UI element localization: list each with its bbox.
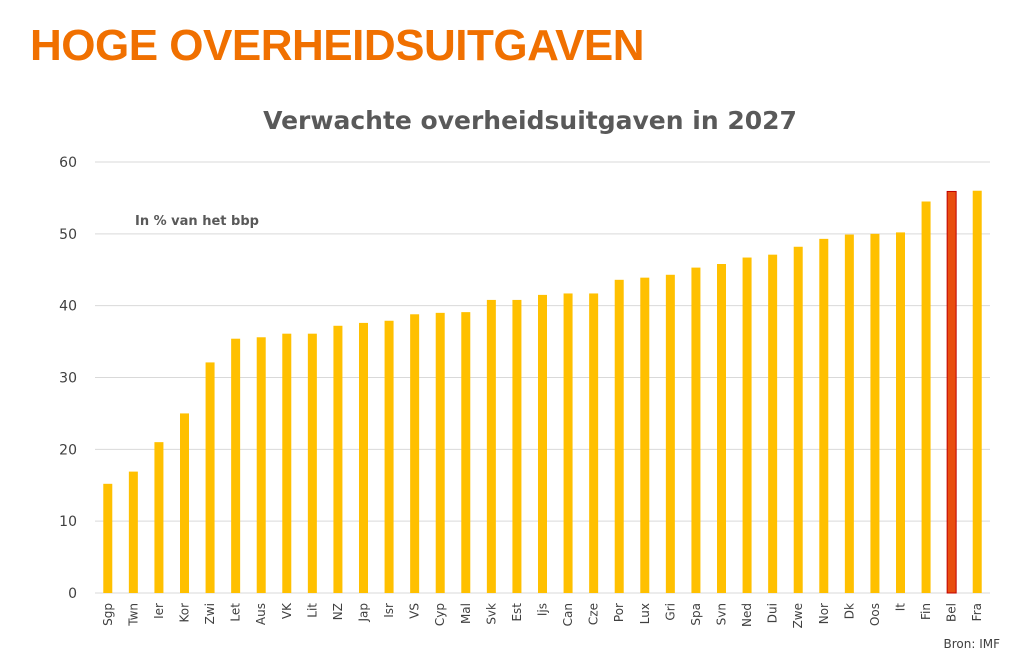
x-tick-label: Svk xyxy=(484,603,498,625)
unit-note: In % van het bbp xyxy=(135,214,259,229)
bars xyxy=(103,190,982,594)
x-tick-label: Ned xyxy=(740,603,754,627)
bar-ier xyxy=(154,442,164,593)
x-tick-label: Cyp xyxy=(433,603,447,626)
bar-cze xyxy=(589,293,599,593)
x-tick-label: VK xyxy=(280,602,294,619)
y-tick-label: 30 xyxy=(59,371,77,387)
bar-est xyxy=(512,299,522,593)
y-tick-label: 60 xyxy=(59,155,77,171)
bar-jap xyxy=(359,322,368,593)
x-tick-label: Jap xyxy=(357,603,371,623)
x-tick-label: Ier xyxy=(152,603,166,619)
bar-gri xyxy=(665,274,675,593)
x-tick-label: Zwe xyxy=(791,603,805,628)
chart-title: Verwachte overheidsuitgaven in 2027 xyxy=(263,106,797,135)
bar-spa xyxy=(691,267,701,593)
slide-title: HOGE OVERHEIDSUITGAVEN xyxy=(30,21,645,70)
bar-dui xyxy=(768,254,778,594)
bar-twn xyxy=(128,471,138,593)
bar-aus xyxy=(256,337,266,593)
x-tick-label: Mal xyxy=(459,603,473,624)
x-tick-label: Zwi xyxy=(203,603,217,624)
bar-nor xyxy=(819,238,829,593)
y-axis-ticks: 0 10 20 30 40 50 60 xyxy=(59,155,77,602)
bar-svk xyxy=(486,299,496,593)
y-tick-label: 0 xyxy=(68,586,77,602)
bar-can xyxy=(563,293,573,593)
bar-ned xyxy=(742,257,752,593)
bar-svn xyxy=(717,264,726,593)
x-tick-label: Nor xyxy=(817,603,831,624)
bar-por xyxy=(614,279,624,593)
x-tick-label: Bel xyxy=(945,603,959,622)
x-tick-label: Dui xyxy=(766,603,780,623)
x-tick-label: Sgp xyxy=(101,603,115,626)
bar-bel xyxy=(946,190,957,594)
x-tick-label: Fra xyxy=(970,603,984,621)
x-tick-label: Spa xyxy=(689,603,703,626)
x-tick-label: Let xyxy=(229,603,243,622)
x-tick-label: Lux xyxy=(638,603,652,624)
bar-zwe xyxy=(793,246,803,593)
bar-mal xyxy=(461,312,471,593)
x-tick-label: Lit xyxy=(305,603,319,618)
bar-it xyxy=(896,232,905,593)
bar-fra xyxy=(972,190,982,593)
x-tick-label: Fin xyxy=(919,603,933,620)
bar-vk xyxy=(282,333,292,593)
source-note: Bron: IMF xyxy=(943,637,1000,651)
x-tick-label: Kor xyxy=(178,603,192,623)
bar-kor xyxy=(180,413,189,593)
y-tick-label: 20 xyxy=(59,442,77,458)
bar-vs xyxy=(410,314,420,593)
x-tick-label: Est xyxy=(510,603,524,622)
bar-nz xyxy=(333,325,343,593)
bar-lit xyxy=(307,333,317,593)
x-tick-label: Can xyxy=(561,603,575,626)
bar-lux xyxy=(640,277,650,593)
bar-zwi xyxy=(205,362,215,593)
x-tick-label: Svn xyxy=(715,603,729,625)
x-tick-label: Aus xyxy=(254,603,268,625)
x-tick-label: It xyxy=(894,603,908,612)
x-tick-label: Oos xyxy=(868,603,882,626)
x-axis-labels: Sgp Twn Ier Kor Zwi Let Aus VK Lit NZ Jap Isr VS Cyp M… xyxy=(101,602,984,629)
bar-oos xyxy=(870,233,880,594)
x-tick-label: Isr xyxy=(382,603,396,618)
bar-let xyxy=(231,338,241,593)
y-tick-label: 10 xyxy=(59,514,77,530)
x-tick-label: NZ xyxy=(331,603,345,620)
bar-isr xyxy=(384,320,394,593)
bar-ijs xyxy=(538,294,547,593)
bar-dk xyxy=(844,234,854,593)
x-tick-label: VS xyxy=(408,603,422,619)
bar-cyp xyxy=(435,312,445,593)
bar-sgp xyxy=(103,483,113,593)
x-tick-label: Cze xyxy=(587,603,601,625)
x-tick-label: Por xyxy=(612,603,626,622)
x-tick-label: Dk xyxy=(842,603,856,619)
x-tick-label: Gri xyxy=(663,603,677,621)
x-tick-label: Twn xyxy=(126,603,140,627)
y-tick-label: 40 xyxy=(59,299,77,315)
y-tick-label: 50 xyxy=(59,227,77,243)
bar-fin xyxy=(921,201,931,593)
x-tick-label: Ijs xyxy=(536,603,550,616)
